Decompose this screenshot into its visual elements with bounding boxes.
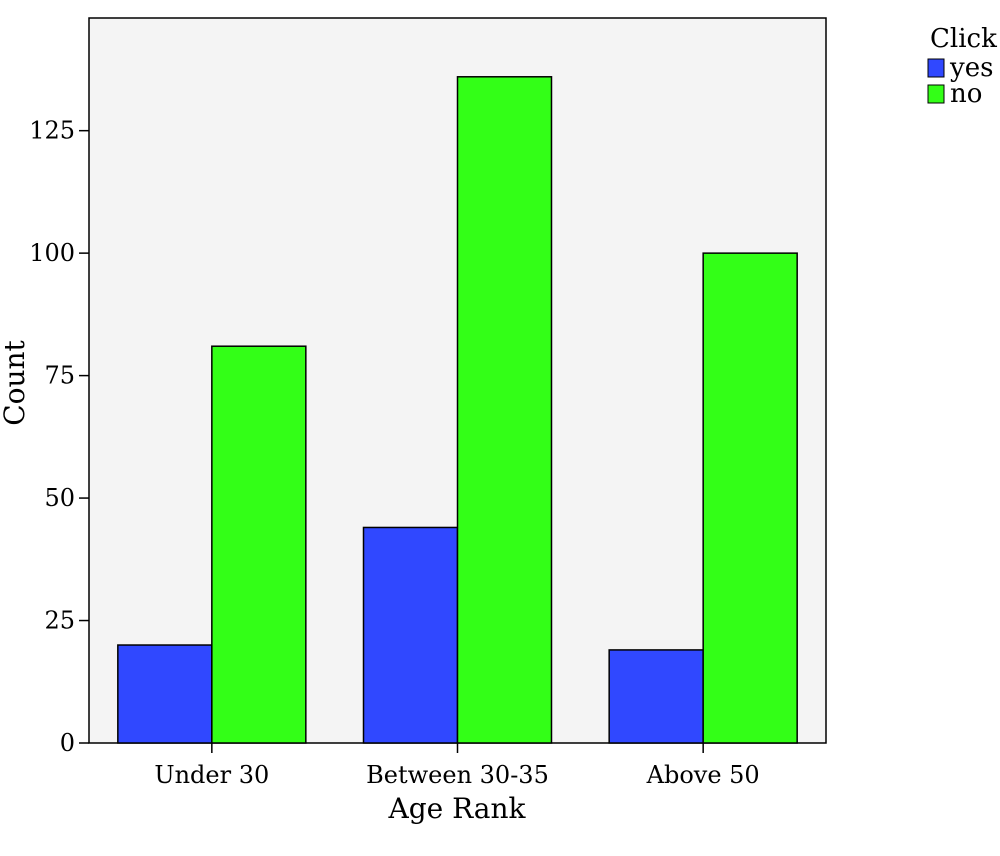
- legend-title: Click: [930, 24, 997, 54]
- x-tick-label: Above 50: [646, 761, 760, 789]
- legend-label-yes: yes: [949, 53, 993, 83]
- legend-swatch-no: [927, 84, 945, 104]
- y-tick-label: 125: [29, 117, 75, 145]
- bar-yes-3: [608, 649, 704, 744]
- x-tick-label: Between 30-35: [366, 761, 549, 789]
- bar-yes-1: [117, 644, 213, 744]
- bar-no-2: [456, 76, 553, 744]
- y-axis: 0 25 50 75 100 125: [29, 117, 89, 757]
- x-tick-label: Under 30: [154, 761, 269, 789]
- y-tick-label: 0: [60, 729, 75, 757]
- bar-no-1: [211, 345, 307, 744]
- y-tick-label: 75: [44, 362, 75, 390]
- legend-swatch-yes: [927, 58, 945, 78]
- y-axis-title: Count: [0, 339, 31, 425]
- bar-no-3: [702, 252, 798, 744]
- x-axis-title: Age Rank: [387, 792, 526, 825]
- y-tick-label: 25: [44, 607, 75, 635]
- bars-group: [117, 76, 798, 744]
- bar-yes-2: [362, 526, 459, 744]
- y-tick-label: 100: [29, 239, 75, 267]
- y-tick-label: 50: [44, 484, 75, 512]
- x-axis: Under 30 Between 30-35 Above 50: [154, 743, 760, 789]
- legend-label-no: no: [950, 79, 982, 109]
